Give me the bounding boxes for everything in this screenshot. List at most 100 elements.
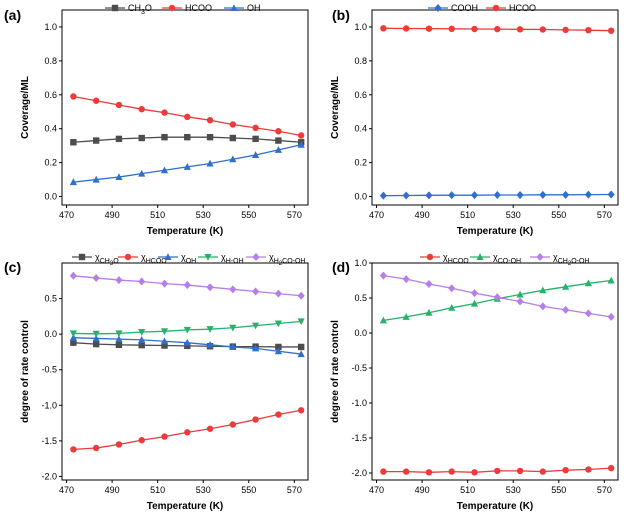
legend-marker bbox=[111, 4, 119, 12]
data-point bbox=[585, 26, 592, 34]
legend-entry: χH2CO-OH bbox=[246, 252, 305, 267]
data-point bbox=[92, 137, 100, 144]
data-point bbox=[539, 26, 547, 33]
y-tick-label: 0.5 bbox=[354, 293, 367, 303]
y-tick-label: 0.4 bbox=[354, 124, 367, 134]
series-χHCOO bbox=[70, 407, 305, 453]
data-point bbox=[425, 280, 433, 288]
data-point bbox=[607, 190, 615, 199]
data-point bbox=[402, 25, 410, 32]
data-point bbox=[70, 339, 77, 346]
data-point bbox=[229, 324, 237, 332]
data-point bbox=[252, 344, 260, 352]
legend-marker bbox=[476, 253, 484, 260]
data-point bbox=[448, 284, 456, 293]
data-point bbox=[138, 134, 145, 142]
legend-label: CH3O bbox=[128, 3, 152, 16]
y-tick-label: -1.5 bbox=[351, 433, 367, 443]
data-point bbox=[516, 467, 524, 475]
legend-entry: OH bbox=[224, 3, 261, 13]
data-point bbox=[297, 407, 305, 414]
data-point bbox=[92, 334, 100, 342]
data-point bbox=[252, 135, 259, 143]
data-point bbox=[402, 313, 410, 320]
x-tick-label: 570 bbox=[597, 485, 612, 495]
data-point bbox=[229, 343, 237, 350]
data-point bbox=[70, 93, 77, 100]
x-tick-label: 510 bbox=[150, 485, 165, 495]
legend-marker bbox=[230, 4, 238, 11]
x-tick-label: 470 bbox=[369, 485, 384, 495]
y-axis-label: degree of rate control bbox=[20, 320, 31, 423]
data-point bbox=[297, 350, 305, 358]
data-point bbox=[470, 191, 479, 200]
data-point bbox=[471, 25, 478, 33]
data-point bbox=[252, 322, 260, 330]
y-tick-label: 0.0 bbox=[354, 192, 367, 202]
panel-b: 470 490 510 530 550 570 0.0 0.2 0.4 0.6 0.8 1.0 Temp… bbox=[330, 3, 619, 237]
legend-marker bbox=[492, 4, 500, 12]
data-point bbox=[161, 133, 168, 141]
data-point bbox=[252, 151, 260, 158]
series-χH-OH bbox=[69, 318, 305, 338]
panel-d: 470 490 510 530 550 570 -2.0 -1.5 -1.0 -0.5 0.0 0.5… bbox=[330, 252, 619, 512]
data-point bbox=[138, 436, 145, 444]
data-point bbox=[562, 26, 569, 34]
x-tick-label: 550 bbox=[241, 210, 256, 220]
series-χCH2O-OH bbox=[379, 271, 615, 321]
data-point bbox=[92, 340, 100, 348]
x-axis-label: Temperature (K) bbox=[147, 226, 224, 237]
data-point bbox=[115, 101, 123, 109]
legend-entry: χH-OH bbox=[198, 252, 244, 265]
data-point bbox=[92, 330, 100, 338]
panel-label: (b) bbox=[332, 7, 350, 23]
data-point bbox=[494, 467, 501, 475]
data-point bbox=[562, 305, 570, 314]
legend-marker bbox=[164, 253, 172, 260]
data-point bbox=[274, 347, 282, 355]
x-tick-label: 470 bbox=[369, 210, 384, 220]
y-tick-label: -1.0 bbox=[41, 400, 57, 410]
data-point bbox=[425, 308, 433, 316]
y-tick-label: 0.0 bbox=[44, 192, 57, 202]
data-point bbox=[70, 139, 77, 146]
y-axis-label: Coverage/ML bbox=[20, 76, 31, 139]
y-tick-label: 0.4 bbox=[44, 124, 57, 134]
data-point bbox=[448, 191, 456, 200]
legend-label: HCOO bbox=[509, 3, 536, 13]
data-point bbox=[274, 146, 282, 153]
legend-entry: χOH bbox=[158, 252, 196, 265]
data-point bbox=[471, 469, 478, 476]
data-point bbox=[184, 113, 191, 121]
data-point bbox=[584, 279, 592, 287]
data-point bbox=[229, 285, 237, 294]
x-axis-label: Temperature (K) bbox=[457, 226, 534, 237]
legend-label: χCH2O-OH bbox=[553, 252, 589, 267]
data-point bbox=[425, 469, 433, 476]
data-point bbox=[206, 326, 214, 333]
plot-frame bbox=[61, 9, 309, 206]
y-tick-label: -0.5 bbox=[351, 363, 367, 373]
legend-marker bbox=[168, 4, 176, 12]
data-point bbox=[138, 169, 146, 177]
series-χH2CO-OH bbox=[69, 271, 305, 300]
data-point bbox=[275, 343, 282, 351]
plot-frame bbox=[371, 9, 619, 206]
legend-entry: χHCOO bbox=[420, 252, 469, 265]
x-tick-label: 570 bbox=[597, 210, 612, 220]
data-point bbox=[115, 173, 123, 181]
legend-label: χCH3O bbox=[95, 252, 119, 267]
x-tick-label: 490 bbox=[105, 485, 120, 495]
y-tick-label: -0.5 bbox=[41, 365, 57, 375]
data-point bbox=[379, 191, 387, 200]
data-point bbox=[275, 128, 282, 135]
data-point bbox=[379, 271, 387, 280]
y-tick-label: 1.0 bbox=[354, 258, 367, 268]
legend-label: χHCOO bbox=[443, 252, 469, 265]
data-point bbox=[275, 411, 282, 418]
data-point bbox=[252, 124, 259, 132]
data-point bbox=[183, 326, 191, 334]
data-point bbox=[607, 27, 615, 34]
legend-label: HCOO bbox=[185, 3, 212, 13]
